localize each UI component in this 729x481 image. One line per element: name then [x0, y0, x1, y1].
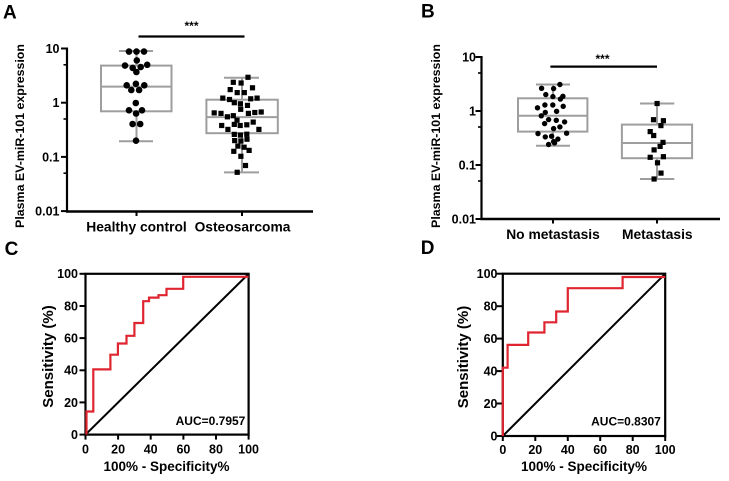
svg-text:Plasma EV-miR-101 expression: Plasma EV-miR-101 expression — [429, 44, 443, 228]
svg-text:0: 0 — [499, 443, 506, 457]
svg-text:No metastasis: No metastasis — [506, 227, 600, 242]
svg-text:0.01: 0.01 — [35, 205, 59, 219]
svg-text:10: 10 — [46, 42, 60, 56]
svg-text:100: 100 — [655, 443, 676, 457]
svg-text:B: B — [421, 2, 435, 23]
svg-text:60: 60 — [64, 332, 78, 346]
svg-text:60: 60 — [484, 332, 498, 346]
svg-text:20: 20 — [64, 396, 78, 410]
svg-text:D: D — [421, 238, 435, 259]
svg-text:80: 80 — [626, 443, 640, 457]
svg-text:80: 80 — [209, 443, 223, 457]
svg-text:1: 1 — [53, 96, 60, 110]
svg-text:20: 20 — [484, 397, 498, 411]
svg-text:0.1: 0.1 — [42, 150, 59, 164]
svg-text:0.01: 0.01 — [452, 212, 476, 226]
svg-text:Sensitivity (%): Sensitivity (%) — [40, 305, 57, 408]
svg-text:Sensitivity (%): Sensitivity (%) — [455, 306, 472, 409]
svg-text:AUC=0.8307: AUC=0.8307 — [591, 415, 661, 429]
svg-text:10: 10 — [462, 50, 476, 64]
svg-text:0: 0 — [82, 443, 89, 457]
svg-text:40: 40 — [484, 365, 498, 379]
svg-text:100% - Specificity%: 100% - Specificity% — [521, 459, 647, 474]
svg-text:60: 60 — [593, 443, 607, 457]
svg-text:100% - Specificity%: 100% - Specificity% — [103, 459, 229, 474]
svg-text:Plasma EV-miR-101 expression: Plasma EV-miR-101 expression — [13, 44, 27, 228]
svg-text:80: 80 — [64, 299, 78, 313]
svg-text:C: C — [5, 239, 19, 260]
svg-text:0.1: 0.1 — [459, 158, 476, 172]
svg-text:40: 40 — [64, 364, 78, 378]
svg-text:0: 0 — [491, 429, 498, 443]
svg-text:100: 100 — [238, 443, 259, 457]
svg-text:100: 100 — [57, 267, 78, 281]
svg-text:Healthy control: Healthy control — [86, 220, 186, 235]
svg-text:0: 0 — [71, 428, 78, 442]
svg-text:40: 40 — [561, 443, 575, 457]
svg-text:100: 100 — [477, 267, 498, 281]
svg-text:Osteosarcoma: Osteosarcoma — [195, 220, 291, 235]
svg-text:AUC=0.7957: AUC=0.7957 — [176, 414, 246, 428]
svg-text:A: A — [3, 3, 17, 24]
svg-text:80: 80 — [484, 300, 498, 314]
svg-text:20: 20 — [528, 443, 542, 457]
svg-text:Metastasis: Metastasis — [622, 227, 693, 242]
svg-text:60: 60 — [176, 443, 190, 457]
svg-text:***: *** — [595, 52, 609, 66]
svg-text:40: 40 — [144, 443, 158, 457]
svg-text:20: 20 — [111, 443, 125, 457]
svg-text:1: 1 — [469, 104, 476, 118]
svg-text:***: *** — [184, 19, 198, 33]
